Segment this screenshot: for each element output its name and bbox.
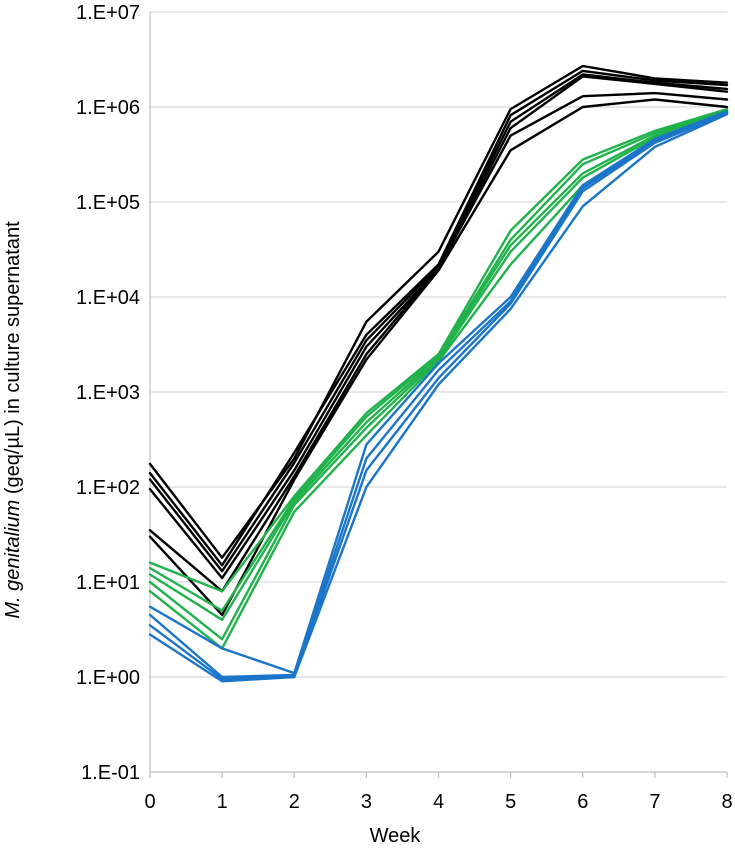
y-tick-label: 1.E+02 — [76, 477, 140, 499]
y-axis-title-italic: M. genitalium — [2, 500, 24, 619]
y-axis-title-rest: (geq/µL) in culture supernatant — [2, 221, 24, 500]
series-line-blue-12 — [148, 110, 729, 675]
y-tick-label: 1.E+01 — [76, 572, 140, 594]
y-tick-label: 1.E+04 — [76, 287, 140, 309]
y-tick-labels: 1.E+07 1.E+06 1.E+05 1.E+04 1.E+03 1.E+02 1.E+… — [76, 2, 140, 784]
y-axis-title: M. genitalium (geq/µL) in culture supern… — [2, 221, 24, 619]
x-tick-label: 7 — [649, 791, 660, 813]
y-tick-label: 1.E+06 — [76, 97, 140, 119]
series-line-black-1 — [148, 64, 729, 559]
axes — [149, 12, 728, 778]
x-tick-label: 0 — [144, 791, 155, 813]
x-tick-label: 6 — [577, 791, 588, 813]
x-axis-title: Week — [370, 825, 422, 847]
series-line-black-6 — [148, 98, 729, 617]
x-tick-label: 8 — [721, 791, 732, 813]
series-lines — [148, 64, 729, 683]
series-line-green-7 — [148, 107, 729, 593]
series-line-black-5 — [148, 91, 729, 593]
y-tick-label: 1.E+07 — [76, 2, 140, 24]
series-line-green-10 — [148, 111, 729, 641]
x-tick-label: 1 — [217, 791, 228, 813]
y-tick-label: 1.E-01 — [81, 762, 140, 784]
series-line-blue-14 — [148, 111, 729, 681]
y-tick-label: 1.E+05 — [76, 192, 140, 214]
x-tick-label: 5 — [505, 791, 516, 813]
x-tick-labels: 0 1 2 3 4 5 6 7 8 — [144, 791, 732, 813]
gridlines — [150, 11, 727, 678]
x-tick-label: 2 — [289, 791, 300, 813]
y-tick-label: 1.E+00 — [76, 667, 140, 689]
y-tick-label: 1.E+03 — [76, 382, 140, 404]
x-tick-label: 4 — [433, 791, 444, 813]
series-line-blue-15 — [148, 112, 729, 683]
series-line-blue-13 — [148, 111, 729, 679]
x-tick-label: 3 — [361, 791, 372, 813]
